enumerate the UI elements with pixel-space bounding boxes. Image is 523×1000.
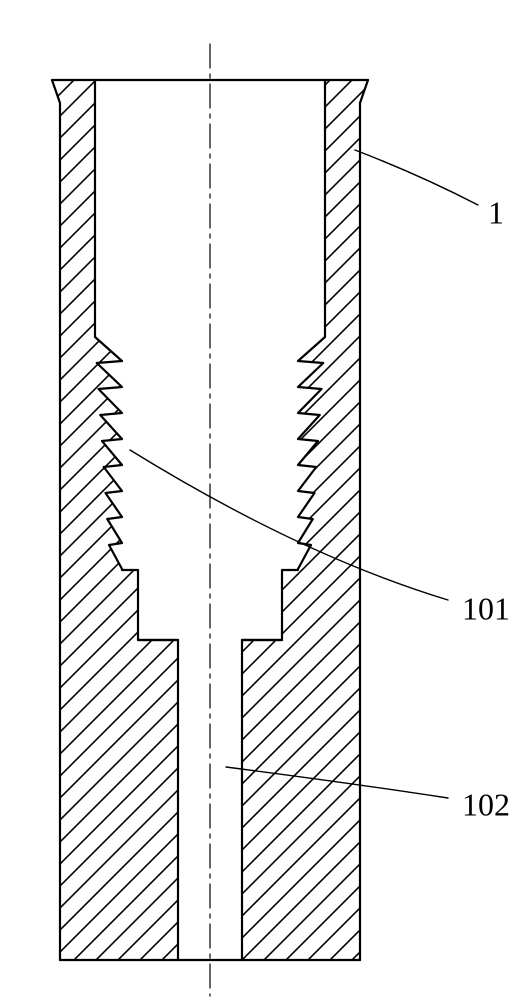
- callout-label-101: 101: [462, 590, 510, 626]
- callout-label-1: 1: [488, 194, 504, 230]
- callout-label-102: 102: [462, 786, 510, 822]
